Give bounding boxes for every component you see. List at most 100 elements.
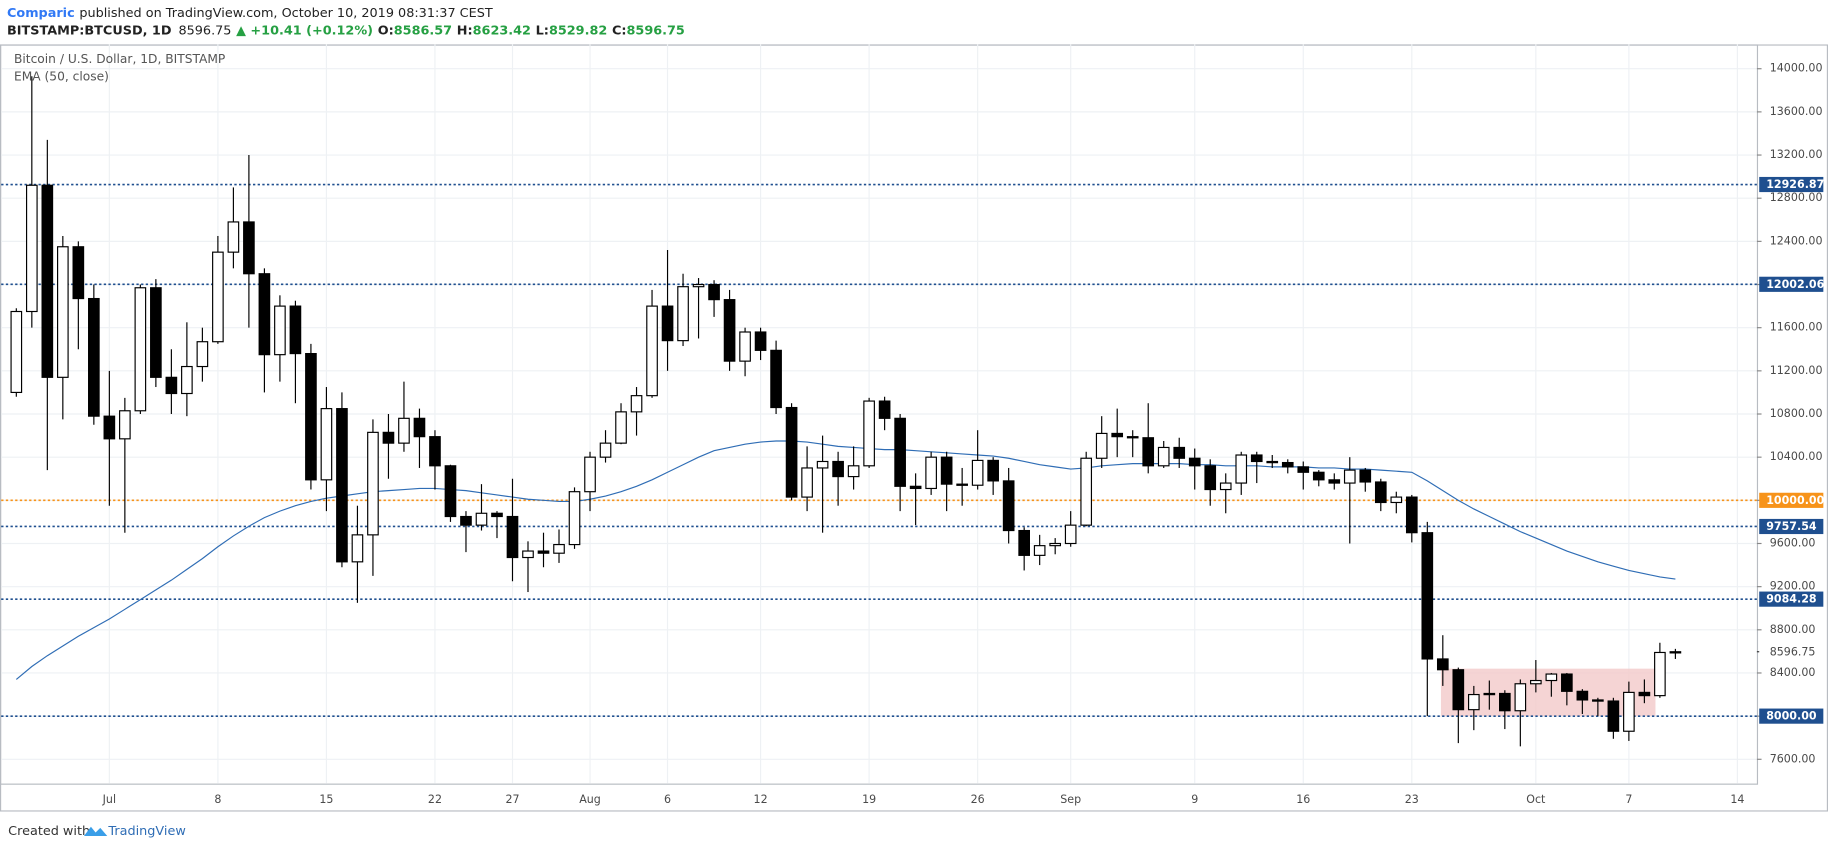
level-label-bg [1759, 591, 1824, 607]
footer-created: Created with [8, 824, 90, 839]
candle-body [1561, 673, 1573, 692]
candle-body [754, 331, 767, 351]
candle-body [196, 341, 209, 368]
candle-body [398, 417, 410, 444]
candle-body [801, 467, 813, 498]
y-tick-label: 11600.00 [1770, 321, 1823, 334]
candle-body [25, 184, 38, 313]
candle-body [382, 431, 395, 444]
ema-line [15, 440, 1676, 680]
candle-body [863, 400, 875, 467]
change: ▲ +10.41 (+0.12%) [236, 23, 373, 38]
candle-body [1483, 692, 1496, 696]
candle-body [677, 286, 689, 342]
level-label: 8000.00 [1766, 710, 1817, 723]
candle-body [1514, 683, 1527, 712]
candle-body [103, 415, 116, 440]
candle-body [491, 512, 503, 518]
x-tick-label: 23 [1405, 793, 1419, 806]
candle-body [1018, 529, 1030, 556]
x-tick-label: 12 [754, 793, 768, 806]
x-tick-label: Oct [1526, 793, 1546, 806]
footer-brand[interactable]: TradingView [107, 824, 185, 839]
candle-body [1049, 542, 1062, 547]
candle-body [165, 376, 178, 395]
candle-body [1142, 437, 1155, 467]
candle-body [1359, 469, 1372, 483]
candle-body [1452, 669, 1465, 711]
level-label: 9084.28 [1766, 593, 1817, 606]
x-tick-label: 14 [1730, 793, 1744, 806]
y-tick-label: 9200.00 [1770, 580, 1816, 593]
candle-body [1080, 457, 1093, 526]
x-tick-label: 19 [862, 793, 876, 806]
y-tick-label: 8800.00 [1770, 623, 1816, 636]
candle-body [243, 221, 255, 275]
c-label: C: [612, 23, 627, 38]
candle-body [351, 534, 364, 563]
x-tick-label: 15 [319, 793, 333, 806]
candle-body [1328, 479, 1341, 484]
candle-body [444, 465, 457, 518]
x-tick-label: 6 [664, 793, 671, 806]
candle-body [1157, 446, 1170, 467]
candle-body [212, 251, 224, 343]
candle-body [41, 184, 54, 378]
x-tick-label: 27 [505, 793, 519, 806]
x-tick-label: Sep [1060, 793, 1081, 806]
y-tick-label: 12800.00 [1770, 191, 1823, 204]
candle-body [320, 408, 333, 481]
candle-body [429, 436, 441, 467]
candle-body [909, 485, 922, 490]
candle-body [1235, 454, 1248, 484]
candle-body [925, 456, 937, 490]
candle-body [1592, 699, 1604, 702]
x-tick-label: 26 [971, 793, 985, 806]
candle-body [506, 515, 519, 559]
level-label-bg [1759, 176, 1824, 193]
author[interactable]: Comparic [7, 5, 75, 20]
candle-body [1064, 524, 1077, 545]
chart-title: Bitcoin / U.S. Dollar, 1D, BITSTAMP [14, 52, 225, 66]
candle-body [1669, 651, 1682, 654]
y-tick-label: 12400.00 [1770, 234, 1823, 247]
level-label: 9757.54 [1766, 520, 1817, 533]
level-label-bg [1759, 518, 1824, 535]
candle-body [134, 287, 147, 412]
candle-body [646, 305, 658, 397]
candle-body [1607, 700, 1620, 732]
candle-body [1499, 692, 1511, 712]
candle-body [661, 305, 674, 342]
candle-body [599, 442, 612, 458]
candle-body [150, 287, 162, 378]
x-tick-label: 22 [428, 793, 442, 806]
candle-body [770, 349, 782, 409]
candle-body [119, 410, 131, 440]
candle-body [723, 299, 736, 362]
candle-body [1576, 690, 1589, 701]
candle-body [956, 483, 968, 486]
x-tick-label: Aug [579, 793, 601, 806]
candle-body [1530, 679, 1542, 685]
candle-body [1638, 691, 1651, 697]
y-tick-label: 8400.00 [1770, 666, 1816, 679]
candle-body [305, 352, 317, 481]
candle-body [1173, 446, 1186, 459]
candle-body [1281, 461, 1294, 468]
candle-body [708, 283, 720, 301]
level-label: 12002.06 [1766, 278, 1824, 291]
candle-body [289, 305, 302, 355]
y-tick-label: 13200.00 [1770, 148, 1823, 161]
candle-body [971, 459, 984, 486]
level-label-bg [1759, 708, 1824, 724]
level-label: 10000.00 [1766, 494, 1824, 507]
last: 8596.75 [178, 23, 231, 38]
last-price-bg [1759, 644, 1824, 660]
o-label: O: [378, 23, 394, 38]
last-price-label: 8596.75 [1770, 645, 1816, 658]
chart-frame [0, 44, 1828, 812]
y-tick-label: 10800.00 [1770, 407, 1823, 420]
candle-body [1250, 454, 1263, 463]
